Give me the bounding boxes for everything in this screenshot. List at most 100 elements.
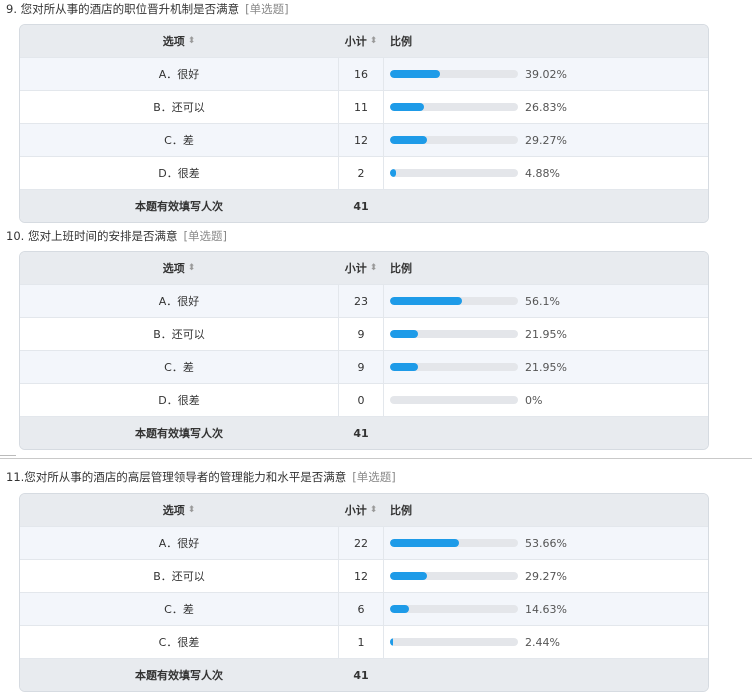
total-label: 本题有效填写人次 <box>135 669 223 682</box>
header-count-label: 小计 <box>344 504 367 517</box>
option-label: C．很差 <box>158 636 200 649</box>
percentage-label: 29.27% <box>525 569 567 583</box>
results-table: 选项 ⬍ 小计 ⬍ 比例 A．很好 16 39.02% B．还可以 11 26.83… <box>19 24 709 223</box>
progress-fill <box>390 638 394 646</box>
option-count: 2 <box>338 157 384 189</box>
progress-bar <box>390 572 518 580</box>
table-row: D．很差 2 4.88% <box>20 156 708 189</box>
table-row: C．差 6 14.63% <box>20 592 708 625</box>
total-count: 41 <box>353 199 369 213</box>
option-count: 9 <box>338 318 384 350</box>
progress-fill <box>390 103 425 111</box>
percentage-label: 29.27% <box>525 133 567 147</box>
progress-bar <box>390 330 518 338</box>
table-row: A．很好 23 56.1% <box>20 284 708 317</box>
table-row: C．差 9 21.95% <box>20 350 708 383</box>
option-count: 1 <box>338 626 384 658</box>
percentage-label: 21.95% <box>525 360 567 374</box>
progress-fill <box>390 363 419 371</box>
option-count: 23 <box>338 285 384 317</box>
option-count: 12 <box>338 124 384 156</box>
header-option[interactable]: 选项 ⬍ <box>20 25 338 57</box>
progress-fill <box>390 572 428 580</box>
total-label: 本题有效填写人次 <box>135 200 223 213</box>
total-row: 本题有效填写人次 41 <box>20 416 708 449</box>
percentage-label: 53.66% <box>525 536 567 550</box>
option-label: A．很好 <box>158 295 200 308</box>
percentage-label: 4.88% <box>525 166 560 180</box>
option-count: 6 <box>338 593 384 625</box>
sort-icon[interactable]: ⬍ <box>187 505 196 515</box>
total-count: 41 <box>353 668 369 682</box>
table-row: D．很差 0 0% <box>20 383 708 416</box>
question-title: 10. 您对上班时间的安排是否满意 [单选题] <box>6 229 227 243</box>
header-ratio: 比例 <box>390 35 412 48</box>
progress-bar <box>390 396 518 404</box>
progress-fill <box>390 297 462 305</box>
option-label: C．差 <box>164 134 194 147</box>
header-count-label: 小计 <box>344 35 367 48</box>
section-divider <box>0 458 752 459</box>
percentage-label: 26.83% <box>525 100 567 114</box>
header-count[interactable]: 小计 ⬍ <box>338 252 384 284</box>
question-title: 11.您对所从事的酒店的高层管理领导者的管理能力和水平是否满意 [单选题] <box>6 470 396 484</box>
header-option[interactable]: 选项 ⬍ <box>20 494 338 526</box>
option-label: C．差 <box>164 603 194 616</box>
sort-icon[interactable]: ⬍ <box>187 263 196 273</box>
total-count: 41 <box>353 426 369 440</box>
header-option-label: 选项 <box>162 35 185 48</box>
header-option-label: 选项 <box>162 262 185 275</box>
option-label: A．很好 <box>158 537 200 550</box>
progress-bar <box>390 103 518 111</box>
sort-icon[interactable]: ⬍ <box>369 36 378 46</box>
total-empty <box>384 659 708 691</box>
progress-fill <box>390 605 409 613</box>
option-label: B．还可以 <box>153 101 205 114</box>
progress-bar <box>390 638 518 646</box>
question-text: 11.您对所从事的酒店的高层管理领导者的管理能力和水平是否满意 <box>6 470 347 484</box>
progress-bar <box>390 297 518 305</box>
header-ratio: 比例 <box>390 262 412 275</box>
table-header: 选项 ⬍ 小计 ⬍ 比例 <box>20 25 708 57</box>
progress-bar <box>390 539 518 547</box>
progress-fill <box>390 70 440 78</box>
percentage-label: 2.44% <box>525 635 560 649</box>
header-count-label: 小计 <box>344 262 367 275</box>
progress-bar <box>390 70 518 78</box>
percentage-label: 14.63% <box>525 602 567 616</box>
question-type: [单选题] <box>352 470 396 484</box>
progress-bar <box>390 169 518 177</box>
progress-fill <box>390 330 419 338</box>
total-label: 本题有效填写人次 <box>135 427 223 440</box>
option-count: 9 <box>338 351 384 383</box>
total-empty <box>384 190 708 222</box>
sort-icon[interactable]: ⬍ <box>369 263 378 273</box>
option-count: 0 <box>338 384 384 416</box>
table-row: B．还可以 11 26.83% <box>20 90 708 123</box>
header-ratio: 比例 <box>390 504 412 517</box>
percentage-label: 0% <box>525 393 543 407</box>
question-text: 9. 您对所从事的酒店的职位晋升机制是否满意 <box>6 2 240 16</box>
sort-icon[interactable]: ⬍ <box>369 505 378 515</box>
table-row: B．还可以 12 29.27% <box>20 559 708 592</box>
question-type: [单选题] <box>245 2 289 16</box>
option-label: D．很差 <box>158 167 200 180</box>
table-row: C．很差 1 2.44% <box>20 625 708 658</box>
table-header: 选项 ⬍ 小计 ⬍ 比例 <box>20 494 708 526</box>
header-option[interactable]: 选项 ⬍ <box>20 252 338 284</box>
table-row: A．很好 22 53.66% <box>20 526 708 559</box>
option-count: 16 <box>338 58 384 90</box>
header-count[interactable]: 小计 ⬍ <box>338 25 384 57</box>
progress-bar <box>390 363 518 371</box>
progress-bar <box>390 605 518 613</box>
percentage-label: 39.02% <box>525 67 567 81</box>
table-row: B．还可以 9 21.95% <box>20 317 708 350</box>
option-count: 12 <box>338 560 384 592</box>
option-label: A．很好 <box>158 68 200 81</box>
results-table: 选项 ⬍ 小计 ⬍ 比例 A．很好 22 53.66% B．还可以 12 29.27… <box>19 493 709 692</box>
sort-icon[interactable]: ⬍ <box>187 36 196 46</box>
results-table: 选项 ⬍ 小计 ⬍ 比例 A．很好 23 56.1% B．还可以 9 21.95% … <box>19 251 709 450</box>
total-row: 本题有效填写人次 41 <box>20 189 708 222</box>
header-count[interactable]: 小计 ⬍ <box>338 494 384 526</box>
header-option-label: 选项 <box>162 504 185 517</box>
